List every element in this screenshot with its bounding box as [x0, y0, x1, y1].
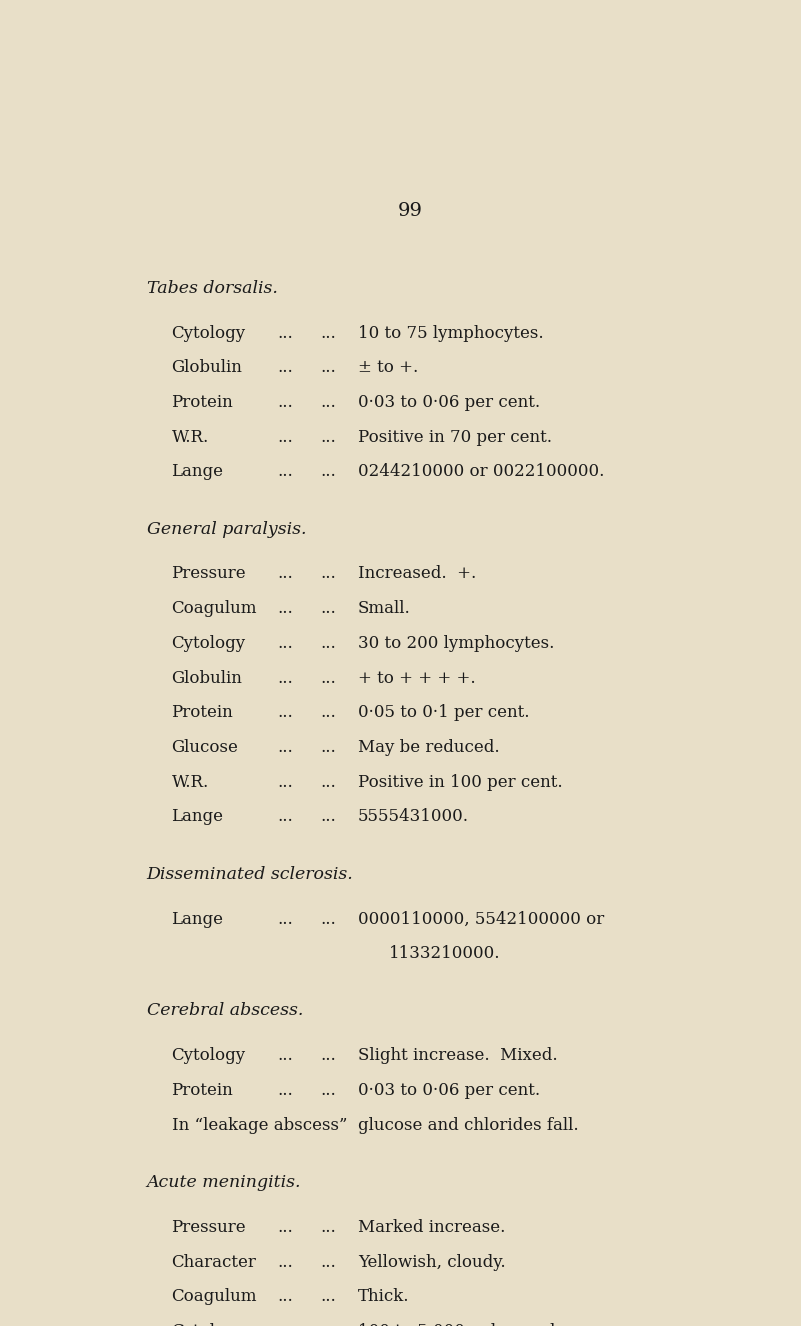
Text: In “leakage abscess”: In “leakage abscess”: [171, 1116, 347, 1134]
Text: 0000110000, 5542100000 or: 0000110000, 5542100000 or: [358, 911, 604, 928]
Text: ...: ...: [277, 774, 293, 790]
Text: ...: ...: [320, 1219, 336, 1236]
Text: ...: ...: [277, 463, 293, 480]
Text: Protein: Protein: [171, 1082, 233, 1099]
Text: Cytology: Cytology: [171, 1048, 246, 1065]
Text: Globulin: Globulin: [171, 359, 243, 377]
Text: ...: ...: [320, 1082, 336, 1099]
Text: 10 to 75 lymphocytes.: 10 to 75 lymphocytes.: [358, 325, 543, 342]
Text: ...: ...: [277, 1219, 293, 1236]
Text: ...: ...: [320, 565, 336, 582]
Text: ...: ...: [277, 1048, 293, 1065]
Text: ...: ...: [320, 463, 336, 480]
Text: 30 to 200 lymphocytes.: 30 to 200 lymphocytes.: [358, 635, 554, 652]
Text: ...: ...: [320, 1253, 336, 1270]
Text: ...: ...: [320, 911, 336, 928]
Text: May be reduced.: May be reduced.: [358, 739, 499, 756]
Text: Cytology: Cytology: [171, 325, 246, 342]
Text: ...: ...: [277, 1289, 293, 1305]
Text: Cerebral abscess.: Cerebral abscess.: [147, 1002, 303, 1020]
Text: ...: ...: [277, 670, 293, 687]
Text: ...: ...: [277, 809, 293, 826]
Text: 1133210000.: 1133210000.: [388, 945, 501, 963]
Text: Lange: Lange: [171, 463, 223, 480]
Text: Lange: Lange: [171, 911, 223, 928]
Text: + to + + + +.: + to + + + +.: [358, 670, 475, 687]
Text: 5555431000.: 5555431000.: [358, 809, 469, 826]
Text: ...: ...: [320, 1323, 336, 1326]
Text: ...: ...: [277, 601, 293, 617]
Text: Cytology: Cytology: [171, 1323, 246, 1326]
Text: W.R.: W.R.: [171, 774, 209, 790]
Text: Acute meningitis.: Acute meningitis.: [147, 1174, 301, 1191]
Text: ...: ...: [320, 739, 336, 756]
Text: ...: ...: [277, 1253, 293, 1270]
Text: Pressure: Pressure: [171, 565, 246, 582]
Text: 100 to 5,000 polymorphonu-: 100 to 5,000 polymorphonu-: [358, 1323, 598, 1326]
Text: Globulin: Globulin: [171, 670, 243, 687]
Text: General paralysis.: General paralysis.: [147, 521, 306, 537]
Text: 0244210000 or 0022100000.: 0244210000 or 0022100000.: [358, 463, 604, 480]
Text: ...: ...: [320, 1289, 336, 1305]
Text: Coagulum: Coagulum: [171, 1289, 257, 1305]
Text: ...: ...: [320, 394, 336, 411]
Text: Slight increase.  Mixed.: Slight increase. Mixed.: [358, 1048, 557, 1065]
Text: ...: ...: [277, 394, 293, 411]
Text: ...: ...: [320, 809, 336, 826]
Text: ...: ...: [277, 911, 293, 928]
Text: Positive in 70 per cent.: Positive in 70 per cent.: [358, 428, 552, 446]
Text: Yellowish, cloudy.: Yellowish, cloudy.: [358, 1253, 505, 1270]
Text: ± to +.: ± to +.: [358, 359, 418, 377]
Text: ...: ...: [277, 428, 293, 446]
Text: Protein: Protein: [171, 394, 233, 411]
Text: ...: ...: [320, 704, 336, 721]
Text: W.R.: W.R.: [171, 428, 209, 446]
Text: Cytology: Cytology: [171, 635, 246, 652]
Text: ...: ...: [320, 670, 336, 687]
Text: ...: ...: [277, 359, 293, 377]
Text: ...: ...: [320, 359, 336, 377]
Text: Glucose: Glucose: [171, 739, 239, 756]
Text: ...: ...: [277, 635, 293, 652]
Text: Coagulum: Coagulum: [171, 601, 257, 617]
Text: 0·03 to 0·06 per cent.: 0·03 to 0·06 per cent.: [358, 1082, 540, 1099]
Text: 0·03 to 0·06 per cent.: 0·03 to 0·06 per cent.: [358, 394, 540, 411]
Text: Tabes dorsalis.: Tabes dorsalis.: [147, 280, 278, 297]
Text: Thick.: Thick.: [358, 1289, 409, 1305]
Text: glucose and chlorides fall.: glucose and chlorides fall.: [358, 1116, 578, 1134]
Text: Marked increase.: Marked increase.: [358, 1219, 505, 1236]
Text: 99: 99: [398, 202, 423, 220]
Text: Positive in 100 per cent.: Positive in 100 per cent.: [358, 774, 562, 790]
Text: ...: ...: [320, 1048, 336, 1065]
Text: ...: ...: [277, 325, 293, 342]
Text: ...: ...: [277, 1082, 293, 1099]
Text: ...: ...: [320, 325, 336, 342]
Text: Disseminated sclerosis.: Disseminated sclerosis.: [147, 866, 353, 883]
Text: Small.: Small.: [358, 601, 410, 617]
Text: ...: ...: [277, 1323, 293, 1326]
Text: ...: ...: [320, 774, 336, 790]
Text: ...: ...: [320, 428, 336, 446]
Text: Lange: Lange: [171, 809, 223, 826]
Text: ...: ...: [277, 704, 293, 721]
Text: ...: ...: [320, 635, 336, 652]
Text: Character: Character: [171, 1253, 256, 1270]
Text: ...: ...: [320, 601, 336, 617]
Text: ...: ...: [277, 739, 293, 756]
Text: Protein: Protein: [171, 704, 233, 721]
Text: Pressure: Pressure: [171, 1219, 246, 1236]
Text: 0·05 to 0·1 per cent.: 0·05 to 0·1 per cent.: [358, 704, 529, 721]
Text: Increased.  +.: Increased. +.: [358, 565, 476, 582]
Text: ...: ...: [277, 565, 293, 582]
